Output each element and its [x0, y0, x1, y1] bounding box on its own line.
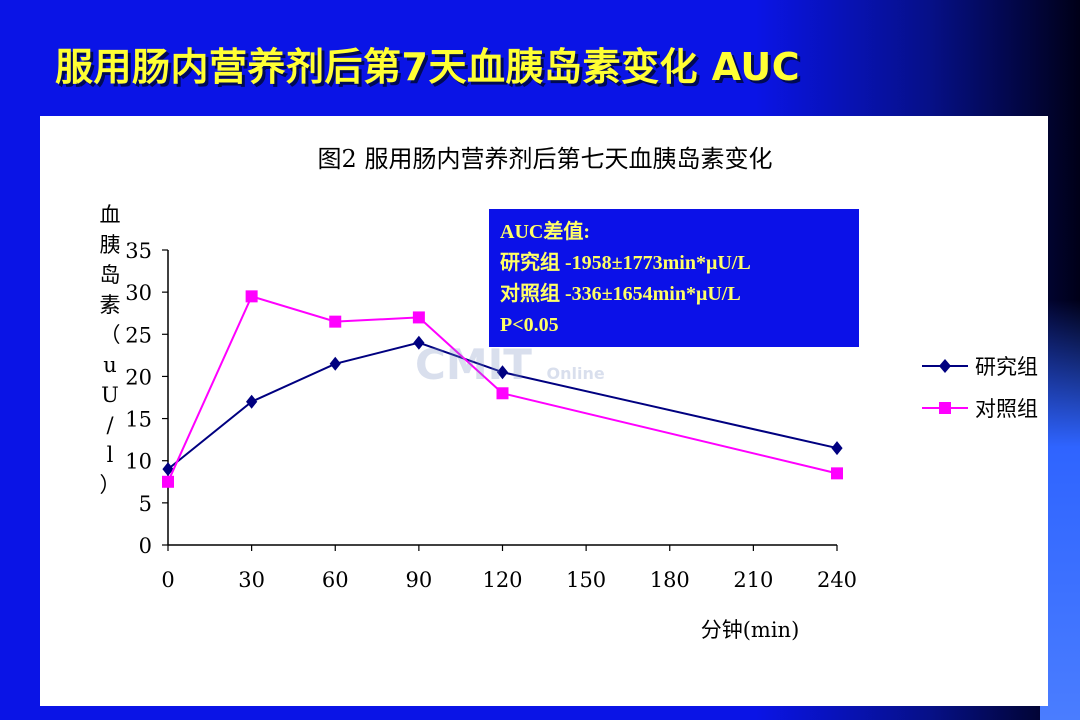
data-point [831, 441, 843, 456]
x-tick-label: 30 [238, 568, 265, 592]
data-point [831, 467, 843, 480]
data-point [329, 356, 341, 371]
data-point [162, 462, 174, 477]
legend-label: 对照组 [975, 397, 1038, 421]
auc-annotation-box: AUC差值: 研究组 -1958±1773min*μU/L 对照组 -336±1… [489, 209, 859, 347]
data-point [496, 387, 509, 400]
x-tick-label: 60 [322, 568, 349, 592]
y-tick-label: 15 [125, 408, 152, 432]
y-tick-label: 25 [125, 323, 152, 347]
auc-line: P<0.05 [500, 314, 559, 336]
y-tick-label: 30 [125, 281, 152, 305]
data-point [245, 290, 258, 303]
watermark: CMIT Online [415, 340, 605, 389]
y-axis-label: 血胰岛素（ u U / l） [100, 203, 121, 497]
auc-line: 研究组 -1958±1773min*μU/L [500, 252, 751, 274]
x-tick-label: 90 [406, 568, 433, 592]
data-point [413, 335, 425, 350]
x-tick-label: 0 [161, 568, 174, 592]
series-line [167, 295, 838, 483]
auc-line: AUC差值: [500, 221, 590, 243]
legend-marker [939, 402, 951, 414]
x-tick-label: 180 [650, 568, 690, 592]
data-point [246, 394, 258, 409]
data-point [162, 475, 174, 488]
x-tick-label: 240 [817, 568, 857, 592]
data-point [329, 315, 342, 328]
x-tick-label: 120 [482, 568, 522, 592]
chart-title: 图2 服用肠内营养剂后第七天血胰岛素变化 [318, 145, 773, 173]
x-tick-label: 210 [733, 568, 773, 592]
series-line [167, 341, 838, 470]
y-tick-label: 35 [125, 239, 152, 263]
x-axis-label: 分钟(min) [701, 618, 800, 642]
y-tick-label: 0 [139, 534, 152, 558]
y-tick-label: 5 [139, 492, 152, 516]
data-point [412, 311, 425, 324]
auc-line: 对照组 -336±1654min*μU/L [500, 283, 741, 305]
slide-title: 服用肠内营养剂后第7天血胰岛素变化 AUC [55, 45, 801, 89]
y-tick-label: 20 [125, 365, 152, 389]
data-point [496, 365, 509, 380]
legend-marker [939, 359, 951, 373]
legend-label: 研究组 [975, 355, 1038, 379]
x-tick-label: 150 [566, 568, 606, 592]
y-tick-label: 10 [125, 450, 152, 474]
